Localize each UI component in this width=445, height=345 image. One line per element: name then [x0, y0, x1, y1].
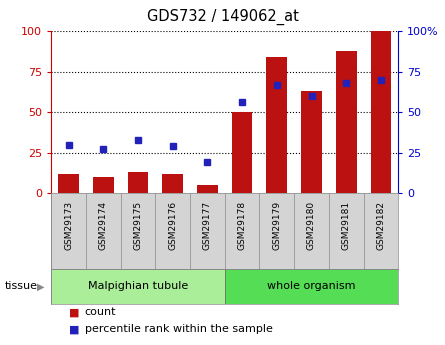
Bar: [197, 185, 218, 193]
Text: percentile rank within the sample: percentile rank within the sample: [85, 325, 272, 334]
Bar: [128, 172, 148, 193]
Text: ▶: ▶: [37, 282, 44, 291]
Text: count: count: [85, 307, 116, 317]
Bar: [301, 91, 322, 193]
Text: GSM29178: GSM29178: [238, 201, 247, 250]
Text: GSM29176: GSM29176: [168, 201, 177, 250]
Bar: [371, 31, 391, 193]
Bar: [267, 57, 287, 193]
Bar: [225, 269, 398, 304]
Text: tissue: tissue: [4, 282, 37, 291]
Text: GDS732 / 149062_at: GDS732 / 149062_at: [146, 9, 299, 25]
Bar: [51, 269, 225, 304]
Text: GSM29180: GSM29180: [307, 201, 316, 250]
Text: GSM29179: GSM29179: [272, 201, 281, 250]
Text: GSM29173: GSM29173: [64, 201, 73, 250]
Text: GSM29177: GSM29177: [203, 201, 212, 250]
Text: GSM29182: GSM29182: [376, 201, 385, 250]
Text: whole organism: whole organism: [267, 282, 356, 291]
Text: ■: ■: [69, 325, 80, 334]
Text: ■: ■: [69, 307, 80, 317]
Bar: [232, 112, 252, 193]
Bar: [336, 50, 356, 193]
Bar: [93, 177, 113, 193]
Text: Malpighian tubule: Malpighian tubule: [88, 282, 188, 291]
Bar: [58, 174, 79, 193]
Text: GSM29174: GSM29174: [99, 201, 108, 250]
Bar: [162, 174, 183, 193]
Text: GSM29181: GSM29181: [342, 201, 351, 250]
Text: GSM29175: GSM29175: [134, 201, 142, 250]
